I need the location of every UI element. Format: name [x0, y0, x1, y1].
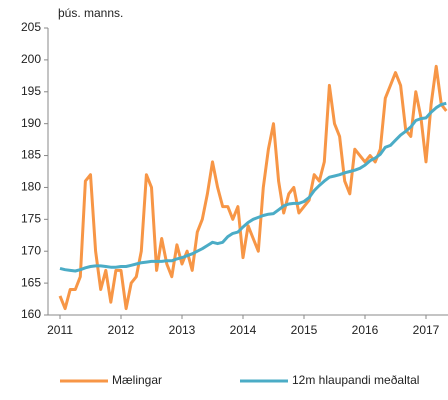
x-tick-label: 2012 — [108, 323, 135, 337]
series-line — [58, 64, 448, 311]
y-tick-label: 175 — [21, 212, 41, 226]
x-tick-label: 2014 — [230, 323, 257, 337]
y-tick-label: 195 — [21, 84, 41, 98]
y-tick-label: 165 — [21, 275, 41, 289]
y-tick-label: 200 — [21, 52, 41, 66]
x-tick-label: 2013 — [169, 323, 196, 337]
x-tick-label: 2017 — [413, 323, 440, 337]
y-tick-label: 170 — [21, 243, 41, 257]
y-tick-label: 180 — [21, 180, 41, 194]
legend-label: Mælingar — [112, 373, 162, 387]
y-tick-label: 190 — [21, 116, 41, 130]
y-tick-label: 160 — [21, 307, 41, 321]
x-tick-label: 2015 — [291, 323, 318, 337]
legend-label: 12m hlaupandi meðaltal — [292, 373, 419, 387]
y-tick-label: 205 — [21, 20, 41, 34]
x-tick-label: 2011 — [47, 323, 73, 337]
y-tick-label: 185 — [21, 148, 41, 162]
y-axis-title: þús. manns. — [58, 6, 123, 20]
x-tick-label: 2016 — [352, 323, 379, 337]
series-line — [59, 101, 447, 273]
